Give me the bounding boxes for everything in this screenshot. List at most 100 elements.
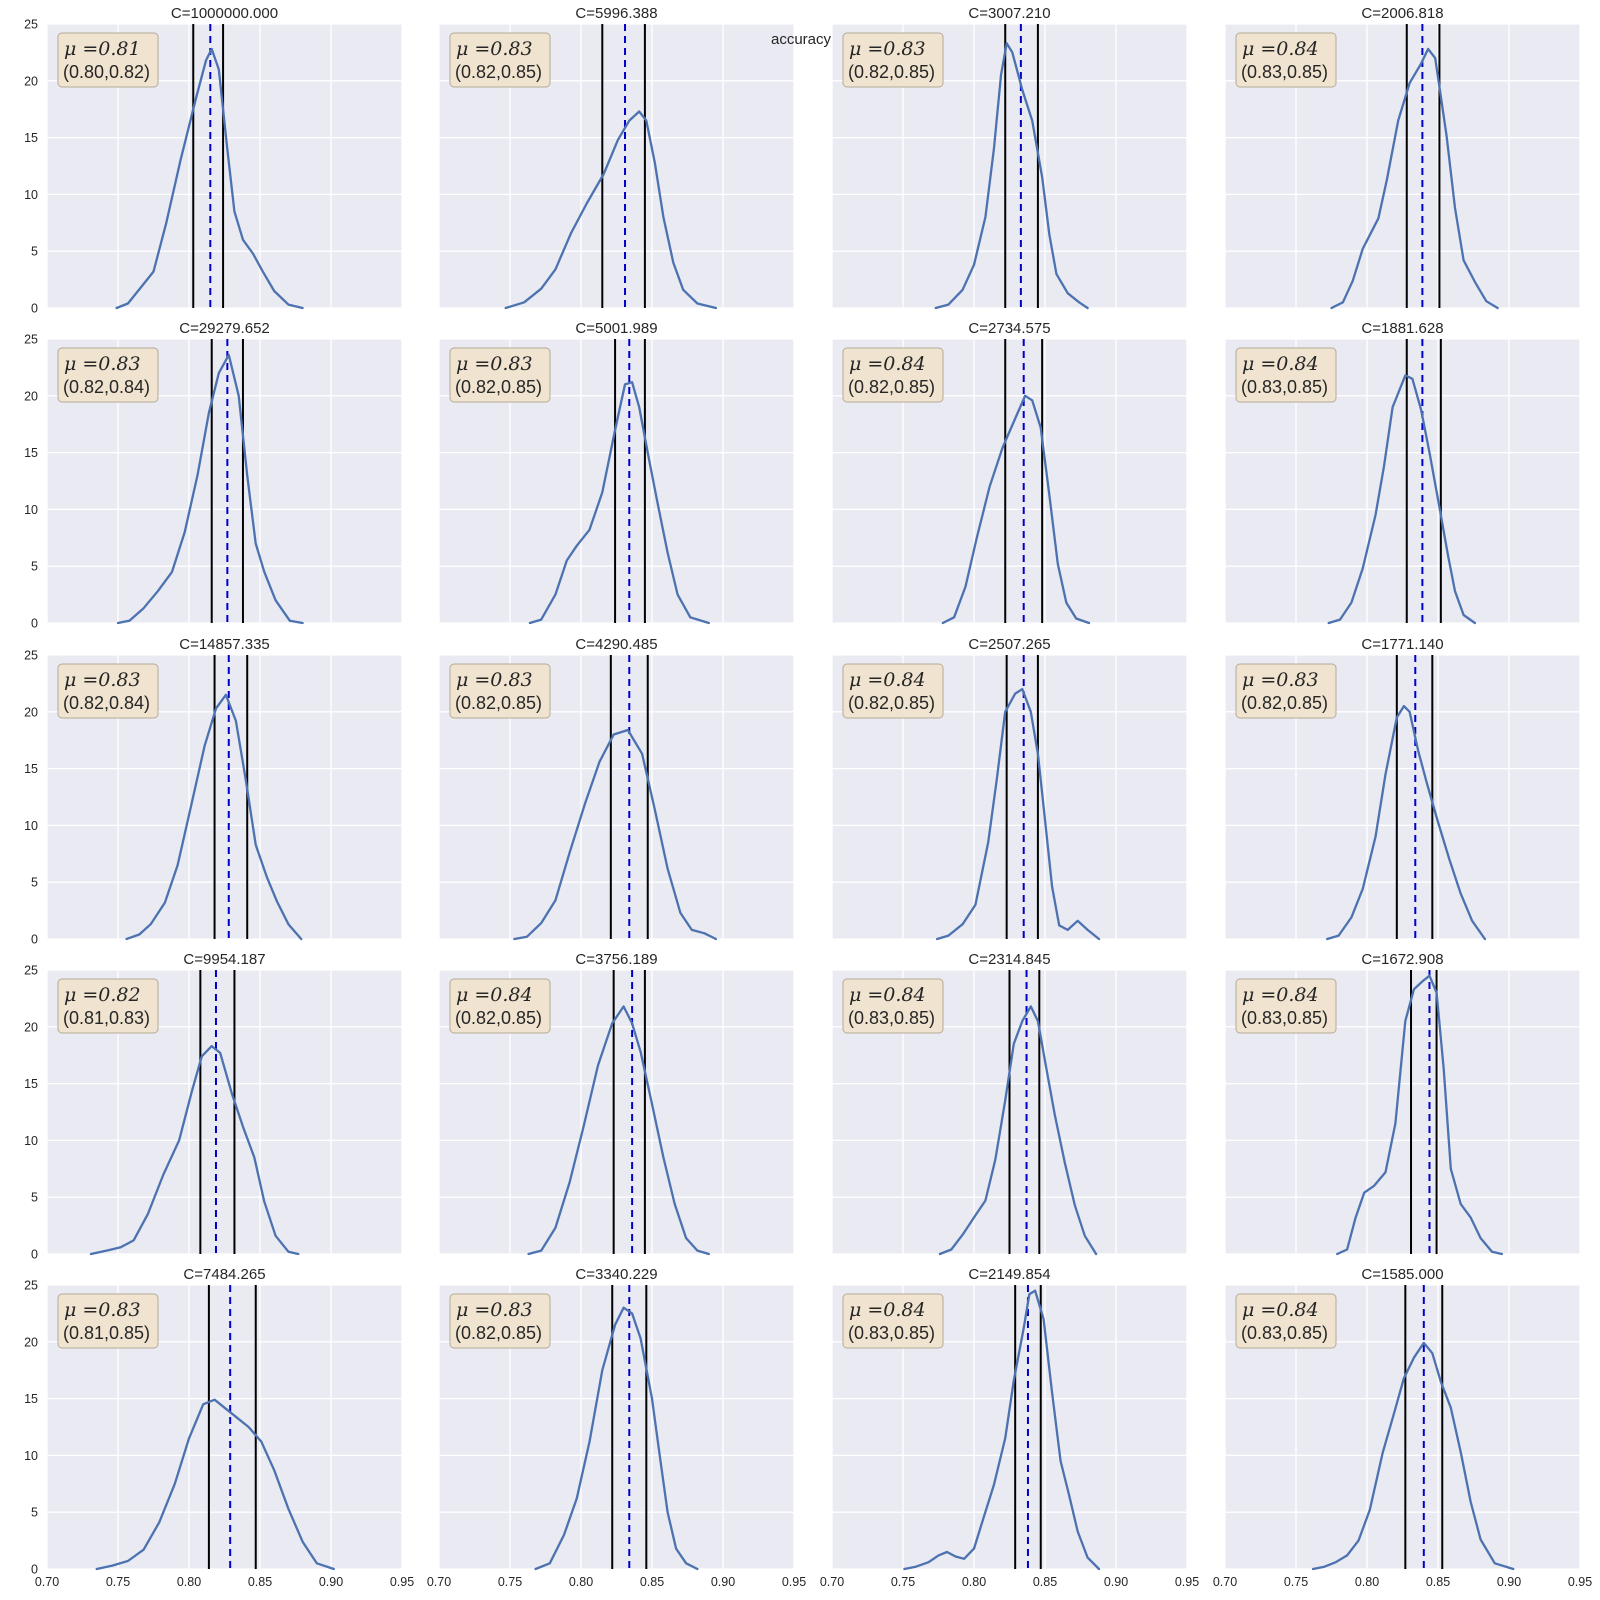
grid-lines	[831, 23, 1188, 309]
stats-box: μ =0.83(0.82,0.85)	[1235, 663, 1337, 719]
y-tick-label: 25	[24, 1279, 38, 1293]
subplot-11: μ =0.84(0.82,0.85) C=2507.265	[831, 636, 1188, 941]
x-tick-label: 0.75	[498, 1575, 522, 1589]
y-tick-label: 5	[31, 876, 38, 890]
kde-curve	[938, 1005, 1098, 1256]
y-tick-label: 5	[31, 560, 38, 574]
subplot-2: μ =0.83(0.82,0.85) C=5996.388	[438, 5, 795, 310]
subplot-title: C=2734.575	[968, 320, 1050, 337]
y-tick-label: 15	[24, 1392, 38, 1406]
stats-box-bg	[449, 32, 551, 88]
x-tick-label: 0.95	[390, 1575, 414, 1589]
subplot-20: 0.70 0.75 0.80 0.85 0.90 0.95 μ =0.84(0.83,0.8…	[1213, 1266, 1592, 1589]
mean-label: μ =0.84	[849, 984, 926, 1006]
subplot-10: μ =0.83(0.82,0.85) C=4290.485	[438, 636, 795, 941]
ci-label: (0.81,0.85)	[63, 1323, 150, 1343]
kde-curve	[1327, 374, 1477, 625]
mean-label: μ =0.83	[456, 1299, 533, 1321]
stats-box: μ =0.84(0.83,0.85)	[842, 1293, 944, 1349]
y-tick-label: 20	[24, 705, 38, 719]
kde-curve	[1330, 47, 1499, 310]
ci-label: (0.83,0.85)	[848, 1323, 935, 1343]
subplot-18: 0.70 0.75 0.80 0.85 0.90 0.95 μ =0.83(0.82,0.8…	[427, 1266, 806, 1589]
mean-label: μ =0.83	[456, 38, 533, 60]
kde-curve	[528, 381, 710, 625]
stats-box-bg	[842, 978, 944, 1034]
mean-label: μ =0.84	[1242, 984, 1319, 1006]
stats-box: μ =0.83(0.82,0.85)	[449, 663, 551, 719]
mean-label: μ =0.83	[456, 669, 533, 691]
kde-curve	[513, 728, 718, 941]
stats-box: μ =0.82(0.81,0.83)	[57, 978, 159, 1034]
y-tick-label: 25	[24, 964, 38, 978]
y-tick-label: 15	[24, 1077, 38, 1091]
stats-box-bg	[57, 347, 159, 403]
kde-curve	[527, 1005, 710, 1256]
x-tick-label: 0.70	[1213, 1575, 1237, 1589]
subplot-title: C=14857.335	[179, 636, 270, 653]
grid-lines	[438, 338, 795, 624]
x-tick-label: 0.80	[1355, 1575, 1379, 1589]
grid-lines	[46, 23, 403, 309]
stats-box-bg	[1235, 663, 1337, 719]
y-tick-label: 0	[31, 1248, 38, 1262]
stats-box: μ =0.83(0.82,0.84)	[57, 663, 159, 719]
subplot-12: μ =0.83(0.82,0.85) C=1771.140	[1224, 636, 1581, 941]
ci-label: (0.83,0.85)	[1241, 377, 1328, 397]
x-tick-label: 0.85	[1033, 1575, 1057, 1589]
subplot-title: C=1881.628	[1361, 320, 1443, 337]
subplot-16: μ =0.84(0.83,0.85) C=1672.908	[1224, 951, 1581, 1256]
subplot-title: C=2006.818	[1361, 5, 1443, 22]
ci-label: (0.82,0.85)	[455, 693, 542, 713]
stats-box-bg	[1235, 32, 1337, 88]
stats-box-bg	[449, 347, 551, 403]
x-tick-label: 0.95	[1568, 1575, 1592, 1589]
subplot-8: μ =0.84(0.83,0.85) C=1881.628	[1224, 320, 1581, 625]
subplot-6: μ =0.83(0.82,0.85) C=5001.989	[438, 320, 795, 625]
subplot-title: C=2149.854	[968, 1266, 1050, 1283]
y-tick-label: 10	[24, 819, 38, 833]
subplot-7: μ =0.84(0.82,0.85) C=2734.575	[831, 320, 1188, 625]
mean-label: μ =0.81	[64, 38, 141, 60]
y-tick-label: 20	[24, 1020, 38, 1034]
stats-box: μ =0.83(0.82,0.85)	[449, 32, 551, 88]
y-tick-label: 10	[24, 1134, 38, 1148]
y-tick-label: 10	[24, 1449, 38, 1463]
x-tick-label: 0.70	[427, 1575, 451, 1589]
stats-box: μ =0.84(0.82,0.85)	[449, 978, 551, 1034]
subplot-9: 0 5 10 15 20 25 μ =0.83(0.82,0.84) C=14857.335	[24, 636, 403, 947]
ci-label: (0.82,0.84)	[63, 693, 150, 713]
stats-box-bg	[842, 663, 944, 719]
y-tick-label: 10	[24, 188, 38, 202]
x-tick-label: 0.75	[891, 1575, 915, 1589]
mean-label: μ =0.82	[64, 984, 141, 1006]
figure-suptitle: accuracy	[771, 31, 832, 48]
kde-curve	[116, 353, 304, 625]
subplot-title: C=1771.140	[1361, 636, 1443, 653]
kde-curve	[934, 42, 1089, 310]
mean-label: μ =0.84	[849, 669, 926, 691]
ci-label: (0.82,0.85)	[848, 62, 935, 82]
grid-lines	[1224, 338, 1581, 624]
y-tick-label: 25	[24, 333, 38, 347]
ci-label: (0.82,0.85)	[455, 377, 542, 397]
subplot-title: C=7484.265	[183, 1266, 265, 1283]
y-tick-label: 0	[31, 1563, 38, 1577]
kde-curve	[1326, 704, 1487, 941]
mean-label: μ =0.84	[1242, 1299, 1319, 1321]
x-tick-label: 0.80	[569, 1575, 593, 1589]
y-tick-label: 0	[31, 302, 38, 316]
kde-curve	[935, 687, 1101, 941]
mean-label: μ =0.84	[849, 1299, 926, 1321]
stats-box: μ =0.83(0.82,0.84)	[57, 347, 159, 403]
y-tick-label: 5	[31, 245, 38, 259]
y-tick-label: 10	[24, 503, 38, 517]
kde-curve	[1336, 974, 1504, 1256]
mean-label: μ =0.84	[456, 984, 533, 1006]
subplot-title: C=2507.265	[968, 636, 1050, 653]
subplot-3: μ =0.83(0.82,0.85) C=3007.210	[831, 5, 1188, 310]
x-tick-label: 0.85	[640, 1575, 664, 1589]
stats-box: μ =0.83(0.82,0.85)	[449, 1293, 551, 1349]
mean-label: μ =0.84	[1242, 38, 1319, 60]
grid-lines	[1224, 23, 1581, 309]
